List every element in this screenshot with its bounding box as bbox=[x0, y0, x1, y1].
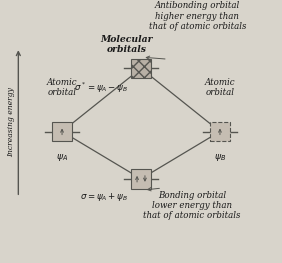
Text: Atomic
orbital: Atomic orbital bbox=[47, 78, 77, 97]
Text: Bonding orbital
lower energy than
that of atomic orbitals: Bonding orbital lower energy than that o… bbox=[143, 191, 241, 220]
Text: Molecular
orbitals: Molecular orbitals bbox=[101, 34, 153, 54]
Text: $\sigma^* = \psi_A - \psi_B$: $\sigma^* = \psi_A - \psi_B$ bbox=[74, 81, 128, 95]
Text: Antibonding orbital
higher energy than
that of atomic orbitals: Antibonding orbital higher energy than t… bbox=[149, 1, 246, 31]
Bar bbox=[52, 122, 72, 141]
Bar bbox=[131, 169, 151, 189]
Bar bbox=[131, 59, 151, 78]
Text: $\sigma = \psi_A + \psi_B$: $\sigma = \psi_A + \psi_B$ bbox=[80, 191, 128, 203]
Bar bbox=[210, 122, 230, 141]
Text: Increasing energy: Increasing energy bbox=[7, 87, 15, 157]
Text: Atomic
orbital: Atomic orbital bbox=[205, 78, 235, 97]
Text: $\psi_A$: $\psi_A$ bbox=[56, 152, 68, 163]
Bar bbox=[131, 59, 151, 78]
Text: $\psi_B$: $\psi_B$ bbox=[214, 152, 226, 163]
